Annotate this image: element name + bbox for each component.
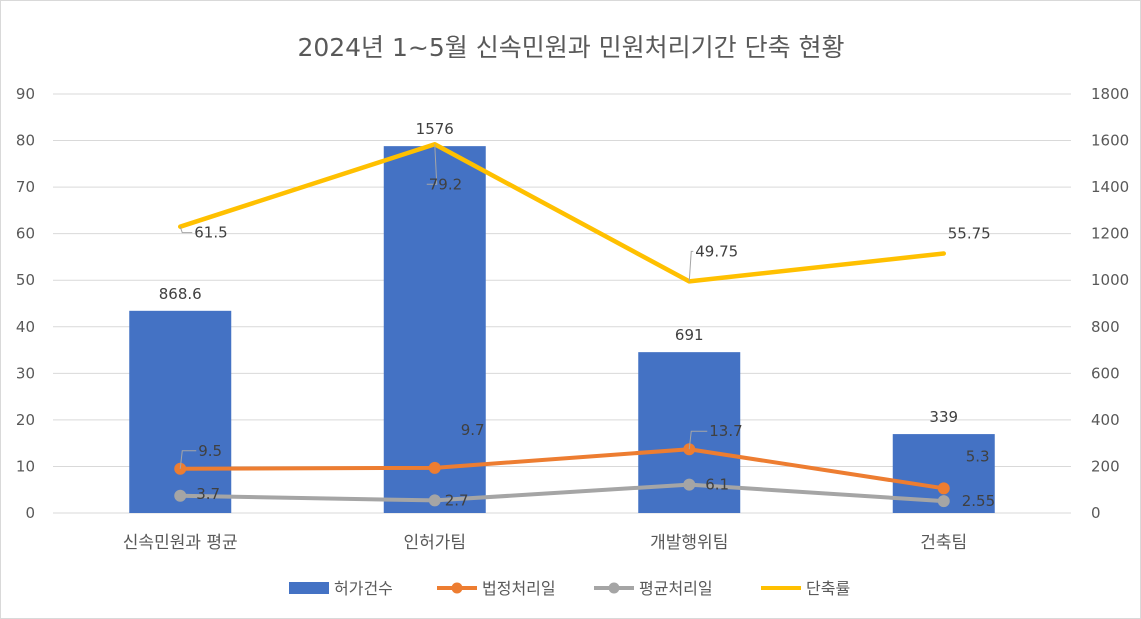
series-line (178, 142, 946, 284)
left-axis-ticks: 0 10 20 30 40 50 60 70 80 90 (16, 85, 35, 522)
series-marker (174, 489, 187, 502)
right-axis-tick-label: 600 (1091, 364, 1120, 382)
leader-line (179, 450, 197, 469)
line-value-label: 61.5 (194, 224, 227, 242)
left-axis-tick-label: 80 (16, 132, 35, 150)
legend-label: 법정처리일 (482, 579, 556, 598)
legend-marker (608, 582, 620, 594)
legend-marker (451, 582, 463, 594)
data-labels: 868.6 1576 691 339 9.5 9.7 13.7 5.3 3.7 2.7 6.1 2.5… (159, 120, 995, 510)
right-axis-tick-label: 1400 (1091, 178, 1129, 196)
left-axis-tick-label: 70 (16, 178, 35, 196)
left-axis-tick-label: 0 (25, 504, 35, 522)
line-value-label: 9.7 (461, 421, 485, 439)
right-axis-tick-label: 800 (1091, 318, 1120, 336)
line-value-label: 55.75 (948, 224, 991, 242)
legend-label: 허가건수 (334, 579, 393, 598)
line-value-label: 9.5 (198, 442, 222, 460)
category-label: 인허가팀 (403, 533, 466, 553)
chart-title: 2024년 1~5월 신속민원과 민원처리기간 단축 현황 (297, 33, 844, 62)
left-axis-tick-label: 60 (16, 225, 35, 243)
right-axis-tick-label: 1000 (1091, 271, 1129, 289)
category-labels: 신속민원과 평균 인허가팀 개발행위팀 건축팀 (123, 533, 967, 553)
series-marker (428, 461, 441, 474)
right-axis-tick-label: 200 (1091, 457, 1120, 475)
line-value-label: 2.7 (445, 491, 469, 509)
series-marker (937, 495, 950, 508)
left-axis-tick-label: 90 (16, 85, 35, 103)
right-axis-tick-label: 0 (1091, 504, 1101, 522)
left-axis-tick-label: 30 (16, 364, 35, 382)
left-axis-tick-label: 50 (16, 271, 35, 289)
right-axis-tick-label: 400 (1091, 411, 1120, 429)
leader-line (426, 144, 438, 185)
legend-swatch (289, 582, 329, 594)
series-marker (683, 478, 696, 491)
category-label: 개발행위팀 (650, 533, 728, 553)
category-label: 신속민원과 평균 (123, 533, 238, 553)
legend-label: 평균처리일 (639, 579, 713, 598)
series-marker (428, 494, 441, 507)
right-axis-tick-label: 1600 (1091, 132, 1129, 150)
category-label: 건축팀 (920, 533, 967, 553)
line-value-label: 6.1 (705, 476, 729, 494)
leader-line (179, 226, 193, 234)
bar-value-label: 868.6 (159, 285, 202, 303)
bar-value-label: 339 (929, 408, 958, 426)
line-value-label: 5.3 (966, 447, 990, 465)
leader-line (688, 430, 708, 450)
series-line (178, 447, 946, 491)
line-value-label: 13.7 (709, 422, 742, 440)
series-marker (937, 482, 950, 495)
bar (383, 146, 486, 514)
bar (129, 310, 232, 513)
line-value-label: 3.7 (196, 485, 220, 503)
series-line (178, 482, 946, 504)
line-value-label: 79.2 (429, 175, 462, 193)
bar-value-label: 1576 (416, 120, 454, 138)
line-value-label: 49.75 (695, 242, 738, 260)
right-axis-tick-label: 1800 (1091, 85, 1129, 103)
line-series (174, 142, 950, 508)
bar-series (129, 146, 995, 514)
bar-value-label: 691 (675, 326, 704, 344)
line-value-label: 2.55 (962, 492, 995, 510)
leader-line (688, 250, 694, 282)
legend: 허가건수 법정처리일 평균처리일 단축률 (289, 579, 850, 598)
legend-label: 단축률 (806, 579, 850, 598)
right-axis-ticks: 0 200 400 600 800 1000 1200 1400 1600 1800 (1091, 85, 1129, 522)
left-axis-tick-label: 20 (16, 411, 35, 429)
left-axis-tick-label: 10 (16, 457, 35, 475)
right-axis-tick-label: 1200 (1091, 225, 1129, 243)
left-axis-tick-label: 40 (16, 318, 35, 336)
